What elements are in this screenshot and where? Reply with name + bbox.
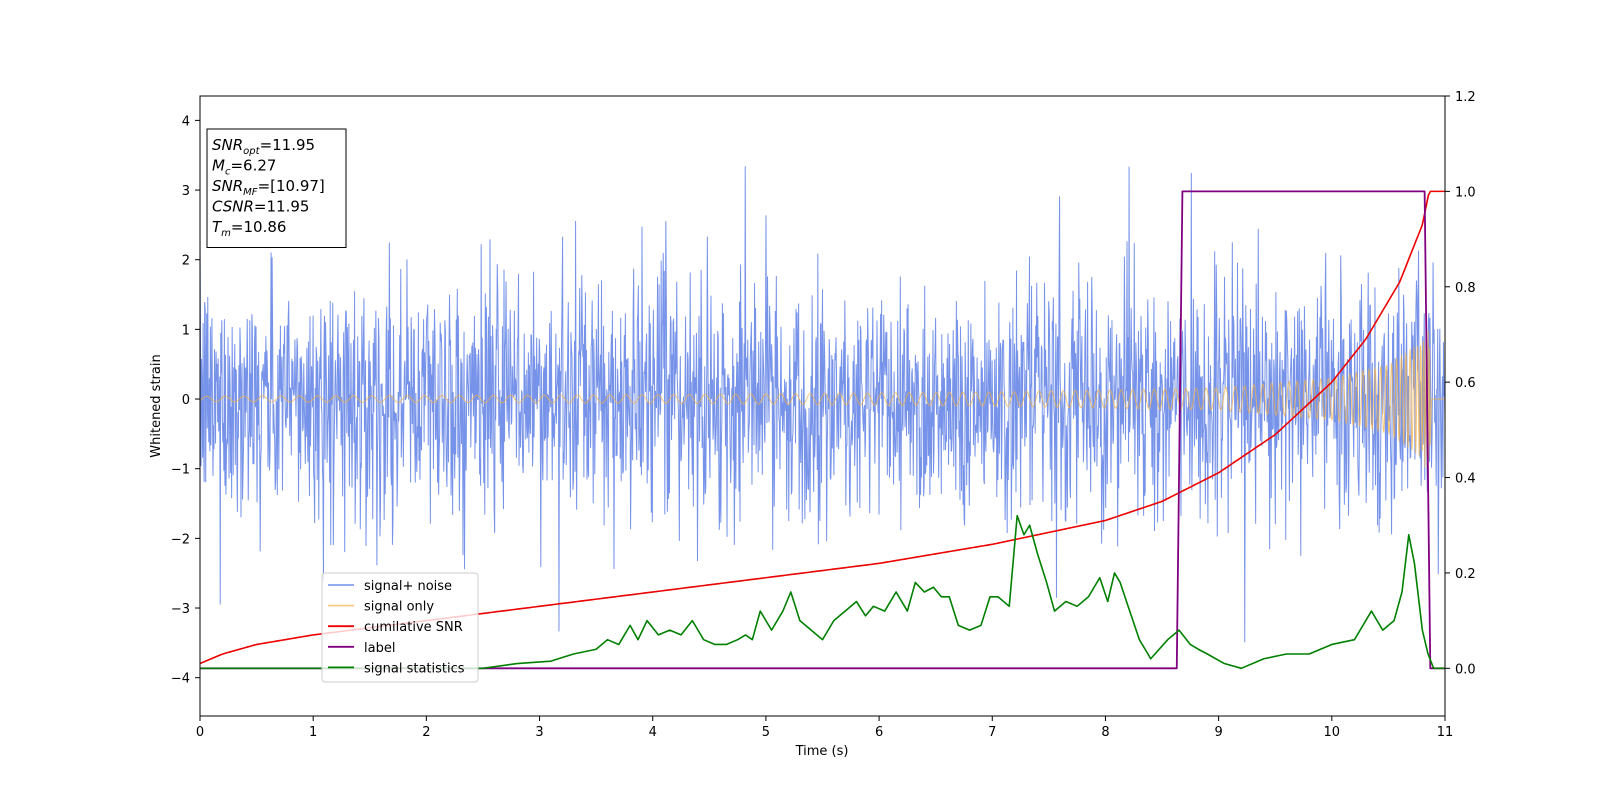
y-right-tick-label: 0.0 bbox=[1455, 662, 1476, 677]
info-subscript: MF bbox=[243, 187, 258, 198]
series-signal-only-line bbox=[200, 330, 1445, 469]
series-signal-statistics-line bbox=[200, 514, 1445, 670]
legend-label: cumilative SNR bbox=[364, 620, 463, 635]
y-right-tick-label: 1.2 bbox=[1455, 90, 1476, 105]
y-axis-right: 0.0 0.2 0.4 0.6 0.8 1.0 1.2 bbox=[1445, 90, 1476, 677]
y-left-tick-label: −2 bbox=[171, 532, 190, 547]
info-line: Mc=6.27 bbox=[212, 157, 276, 178]
y-left-tick-label: 0 bbox=[182, 393, 190, 408]
x-tick-label: 7 bbox=[988, 725, 996, 740]
legend-label: signal statistics bbox=[364, 661, 465, 676]
y-left-tick-label: 3 bbox=[182, 184, 190, 199]
x-tick-label: 3 bbox=[535, 725, 543, 740]
y-axis-left: −4 −3 −2 −1 0 1 2 3 4 bbox=[171, 114, 200, 687]
info-symbol: SNR bbox=[212, 177, 243, 195]
y-left-tick-label: 2 bbox=[182, 254, 190, 269]
legend-label: signal+ noise bbox=[364, 579, 452, 594]
x-axis-label: Time (s) bbox=[795, 744, 849, 759]
y-left-tick-label: −4 bbox=[171, 672, 190, 687]
x-tick-label: 6 bbox=[875, 725, 883, 740]
y-right-tick-label: 0.8 bbox=[1455, 281, 1476, 296]
info-subscript: c bbox=[225, 167, 231, 178]
y-right-tick-label: 1.0 bbox=[1455, 185, 1476, 200]
info-subscript: m bbox=[221, 228, 231, 239]
info-value: =10.86 bbox=[231, 218, 287, 236]
plot-frame bbox=[199, 95, 1446, 717]
info-value: =11.95 bbox=[260, 136, 316, 154]
info-box-frame bbox=[206, 128, 347, 248]
info-symbol: M bbox=[212, 157, 225, 175]
legend: signal+ noise signal only cumilative SNR la… bbox=[321, 572, 479, 683]
info-subscript: opt bbox=[243, 146, 260, 157]
legend-frame bbox=[321, 572, 479, 683]
y-axis-label: Whitened strain bbox=[149, 354, 164, 457]
x-tick-label: 11 bbox=[1437, 725, 1454, 740]
info-value: =6.27 bbox=[230, 157, 276, 175]
series-label-line bbox=[200, 190, 1445, 670]
info-line: SNRopt=11.95 bbox=[212, 136, 315, 157]
y-right-tick-label: 0.6 bbox=[1455, 376, 1476, 391]
y-right-tick-label: 0.2 bbox=[1455, 567, 1476, 582]
x-tick-label: 1 bbox=[309, 725, 317, 740]
info-line: CSNR=11.95 bbox=[212, 198, 309, 216]
x-tick-label: 8 bbox=[1101, 725, 1109, 740]
x-tick-label: 10 bbox=[1324, 725, 1341, 740]
x-tick-label: 2 bbox=[422, 725, 430, 740]
x-tick-label: 5 bbox=[762, 725, 770, 740]
info-symbol: SNR bbox=[212, 136, 243, 154]
x-axis: 0 1 2 3 4 5 6 7 8 9 10 11 bbox=[196, 716, 1453, 740]
info-value: =[10.97] bbox=[258, 177, 325, 195]
series-signal-noise-line bbox=[200, 166, 1445, 643]
x-tick-label: 4 bbox=[649, 725, 657, 740]
info-symbol: T bbox=[212, 218, 223, 236]
info-value: =11.95 bbox=[254, 198, 310, 216]
x-tick-label: 0 bbox=[196, 725, 204, 740]
y-left-tick-label: 1 bbox=[182, 323, 190, 338]
info-line: SNRMF=[10.97] bbox=[212, 177, 325, 198]
info-symbol: CSNR bbox=[212, 198, 254, 216]
x-tick-label: 9 bbox=[1214, 725, 1222, 740]
info-box: SNRopt=11.95Mc=6.27SNRMF=[10.97]CSNR=11.… bbox=[206, 128, 347, 248]
legend-label: label bbox=[364, 641, 395, 656]
y-left-tick-label: 4 bbox=[182, 114, 190, 129]
y-left-tick-label: −1 bbox=[171, 463, 190, 478]
y-left-tick-label: −3 bbox=[171, 602, 190, 617]
legend-label: signal only bbox=[364, 600, 434, 615]
info-line: Tm=10.86 bbox=[212, 218, 286, 239]
y-right-tick-label: 0.4 bbox=[1455, 472, 1476, 487]
